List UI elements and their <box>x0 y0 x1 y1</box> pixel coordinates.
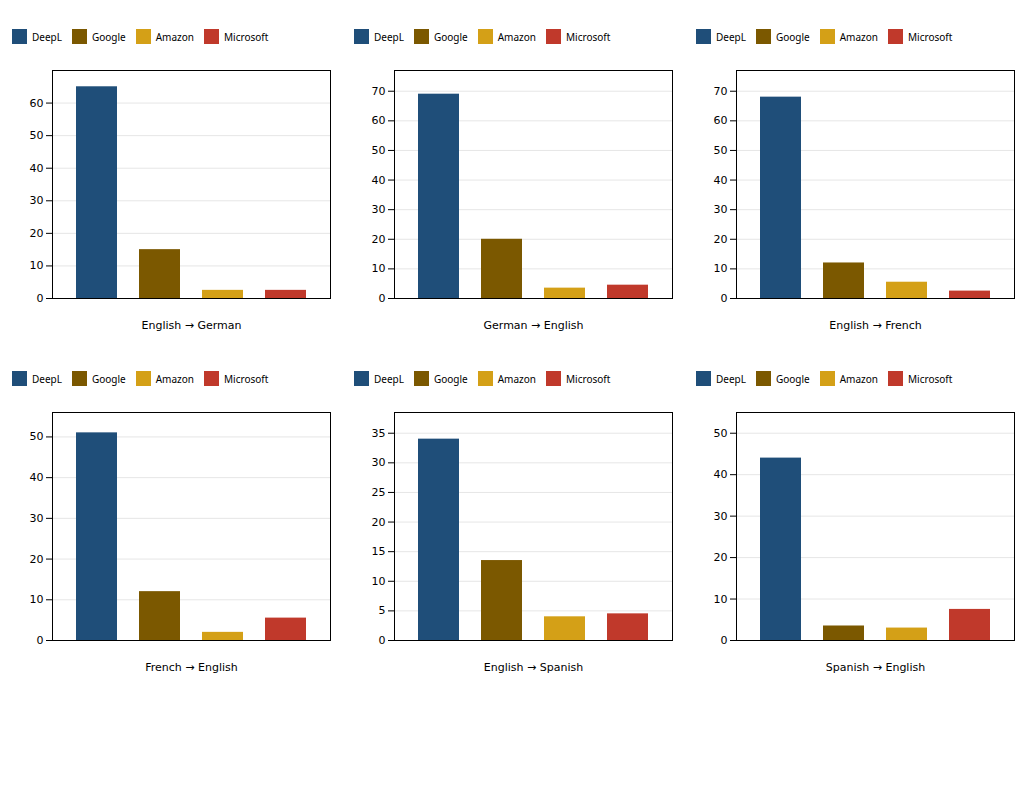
svg-text:30: 30 <box>714 510 728 523</box>
html-text:Amazon: Amazon <box>839 371 878 386</box>
html-text:Amazon: Amazon <box>155 29 194 44</box>
html-text:Microsoft: Microsoft <box>908 29 953 44</box>
svg-text:60: 60 <box>30 97 44 110</box>
svg-text:10: 10 <box>372 575 386 588</box>
html-text:Google: Google <box>92 371 126 386</box>
html-text:Amazon: Amazon <box>497 371 536 386</box>
html-text:Google: Google <box>776 371 810 386</box>
html-text:Microsoft: Microsoft <box>908 371 953 386</box>
svg-text:10: 10 <box>30 259 44 272</box>
html-text:DeepL: DeepL <box>716 29 746 44</box>
svg-text:40: 40 <box>30 471 44 484</box>
svg-text:French → English: French → English <box>145 661 238 674</box>
svg-text:30: 30 <box>372 203 386 216</box>
svg-text:0: 0 <box>379 292 386 305</box>
svg-text:40: 40 <box>30 162 44 175</box>
svg-text:20: 20 <box>714 551 728 564</box>
svg-text:0: 0 <box>37 292 44 305</box>
svg-text:Spanish → English: Spanish → English <box>826 661 925 674</box>
html-text:Google: Google <box>92 29 126 44</box>
svg-text:10: 10 <box>714 593 728 606</box>
svg-text:30: 30 <box>714 203 728 216</box>
svg-text:15: 15 <box>372 545 386 558</box>
svg-text:5: 5 <box>379 604 386 617</box>
svg-text:50: 50 <box>714 144 728 157</box>
svg-text:10: 10 <box>30 593 44 606</box>
svg-text:English → French: English → French <box>829 319 922 332</box>
html-text:Amazon: Amazon <box>497 29 536 44</box>
svg-text:70: 70 <box>372 85 386 98</box>
svg-text:20: 20 <box>30 227 44 240</box>
svg-text:20: 20 <box>30 553 44 566</box>
svg-text:0: 0 <box>721 634 728 647</box>
svg-text:0: 0 <box>379 634 386 647</box>
html-text:DeepL: DeepL <box>716 371 746 386</box>
svg-text:20: 20 <box>372 516 386 529</box>
html-text:Microsoft: Microsoft <box>224 29 269 44</box>
html-text:Microsoft: Microsoft <box>224 371 269 386</box>
html-text:Microsoft: Microsoft <box>566 29 611 44</box>
svg-text:10: 10 <box>714 262 728 275</box>
svg-text:English → Spanish: English → Spanish <box>484 661 583 674</box>
svg-text:30: 30 <box>30 194 44 207</box>
svg-text:35: 35 <box>372 427 386 440</box>
svg-text:20: 20 <box>372 233 386 246</box>
html-text:DeepL: DeepL <box>374 371 404 386</box>
html-text:Google: Google <box>776 29 810 44</box>
svg-text:50: 50 <box>30 430 44 443</box>
svg-text:25: 25 <box>372 486 386 499</box>
svg-text:50: 50 <box>30 129 44 142</box>
svg-text:0: 0 <box>721 292 728 305</box>
svg-text:50: 50 <box>714 427 728 440</box>
html-text:Amazon: Amazon <box>839 29 878 44</box>
svg-text:20: 20 <box>714 233 728 246</box>
svg-text:40: 40 <box>714 468 728 481</box>
svg-text:30: 30 <box>30 512 44 525</box>
html-text:DeepL: DeepL <box>32 371 62 386</box>
html-text:DeepL: DeepL <box>374 29 404 44</box>
svg-text:40: 40 <box>714 174 728 187</box>
html-text:Google: Google <box>434 29 468 44</box>
svg-text:70: 70 <box>714 85 728 98</box>
svg-text:50: 50 <box>372 144 386 157</box>
svg-text:30: 30 <box>372 456 386 469</box>
html-text:Google: Google <box>434 371 468 386</box>
svg-text:English → German: English → German <box>142 319 242 332</box>
svg-text:60: 60 <box>372 114 386 127</box>
svg-text:0: 0 <box>37 634 44 647</box>
svg-text:German → English: German → English <box>484 319 584 332</box>
html-text:Amazon: Amazon <box>155 371 194 386</box>
svg-text:40: 40 <box>372 174 386 187</box>
html-text:Microsoft: Microsoft <box>566 371 611 386</box>
svg-text:10: 10 <box>372 262 386 275</box>
html-text:DeepL: DeepL <box>32 29 62 44</box>
svg-text:60: 60 <box>714 114 728 127</box>
